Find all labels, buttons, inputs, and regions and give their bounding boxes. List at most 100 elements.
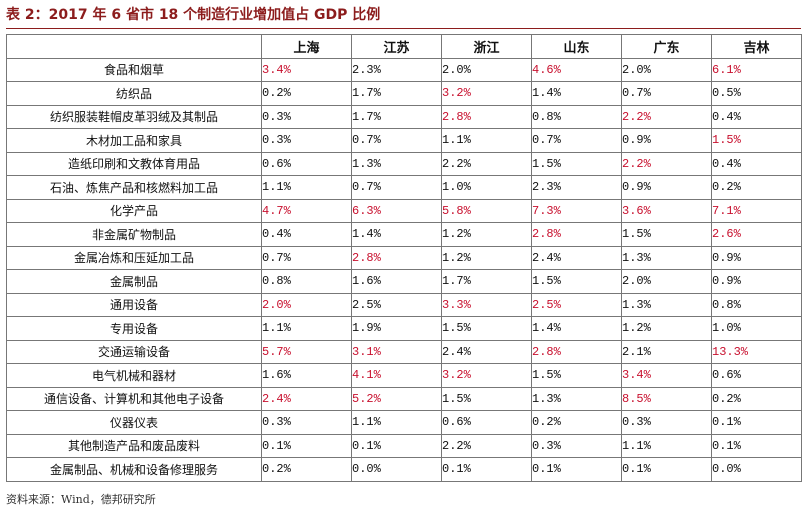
- value-cell: 1.7%: [441, 269, 532, 294]
- row-category: 造纸印刷和文教体育用品: [6, 151, 262, 176]
- value-cell: 0.7%: [261, 245, 352, 270]
- table-row: 仪器仪表 0.3% 1.1% 0.6% 0.2% 0.3% 0.1%: [6, 410, 802, 435]
- value-cell: 2.8%: [441, 104, 532, 129]
- value-cell: 2.2%: [621, 104, 712, 129]
- value-cell: 1.1%: [261, 175, 352, 200]
- value-cell: 5.2%: [351, 386, 442, 411]
- value-cell: 2.8%: [531, 222, 622, 247]
- value-cell: 1.3%: [621, 292, 712, 317]
- value-cell: 0.3%: [261, 104, 352, 129]
- value-cell: 1.4%: [351, 222, 442, 247]
- row-category: 木材加工品和家具: [6, 128, 262, 153]
- value-cell: 2.3%: [351, 57, 442, 82]
- table-body: 食品和烟草 3.4% 2.3% 2.0% 4.6% 2.0% 6.1% 纺织品 0.2% 1.7%…: [6, 57, 802, 482]
- value-cell: 3.1%: [351, 339, 442, 364]
- value-cell: 0.5%: [711, 81, 802, 106]
- value-cell: 2.5%: [531, 292, 622, 317]
- value-cell: 2.4%: [441, 339, 532, 364]
- row-category: 其他制造产品和废品废料: [6, 433, 262, 458]
- value-cell: 1.5%: [621, 222, 712, 247]
- value-cell: 7.1%: [711, 198, 802, 223]
- row-category: 纺织品: [6, 81, 262, 106]
- value-cell: 1.1%: [261, 316, 352, 341]
- column-header: 吉林: [711, 34, 802, 59]
- value-cell: 0.2%: [261, 81, 352, 106]
- value-cell: 2.4%: [531, 245, 622, 270]
- value-cell: 6.1%: [711, 57, 802, 82]
- value-cell: 4.6%: [531, 57, 622, 82]
- value-cell: 0.8%: [531, 104, 622, 129]
- value-cell: 1.3%: [621, 245, 712, 270]
- column-header: 浙江: [441, 34, 532, 59]
- table-row: 造纸印刷和文教体育用品 0.6% 1.3% 2.2% 1.5% 2.2% 0.4%: [6, 151, 802, 176]
- column-header: 江苏: [351, 34, 442, 59]
- row-category: 电气机械和器材: [6, 363, 262, 388]
- value-cell: 1.0%: [711, 316, 802, 341]
- row-category: 金属制品、机械和设备修理服务: [6, 457, 262, 482]
- value-cell: 0.8%: [261, 269, 352, 294]
- value-cell: 0.4%: [711, 151, 802, 176]
- value-cell: 4.1%: [351, 363, 442, 388]
- table-row: 电气机械和器材 1.6% 4.1% 3.2% 1.5% 3.4% 0.6%: [6, 363, 802, 388]
- value-cell: 1.5%: [441, 386, 532, 411]
- value-cell: 1.3%: [531, 386, 622, 411]
- value-cell: 1.6%: [351, 269, 442, 294]
- value-cell: 1.2%: [441, 245, 532, 270]
- value-cell: 2.8%: [531, 339, 622, 364]
- value-cell: 4.7%: [261, 198, 352, 223]
- value-cell: 0.3%: [621, 410, 712, 435]
- value-cell: 0.9%: [621, 128, 712, 153]
- title-divider: [6, 28, 801, 29]
- value-cell: 0.1%: [711, 433, 802, 458]
- value-cell: 1.3%: [351, 151, 442, 176]
- value-cell: 1.7%: [351, 81, 442, 106]
- value-cell: 0.1%: [621, 457, 712, 482]
- row-category: 仪器仪表: [6, 410, 262, 435]
- value-cell: 2.4%: [261, 386, 352, 411]
- value-cell: 0.7%: [351, 175, 442, 200]
- value-cell: 1.1%: [351, 410, 442, 435]
- row-category: 纺织服装鞋帽皮革羽绒及其制品: [6, 104, 262, 129]
- row-category: 非金属矿物制品: [6, 222, 262, 247]
- value-cell: 2.2%: [441, 433, 532, 458]
- row-category: 专用设备: [6, 316, 262, 341]
- value-cell: 0.6%: [711, 363, 802, 388]
- value-cell: 0.1%: [441, 457, 532, 482]
- column-header: 广东: [621, 34, 712, 59]
- value-cell: 2.0%: [261, 292, 352, 317]
- value-cell: 2.3%: [531, 175, 622, 200]
- value-cell: 1.2%: [621, 316, 712, 341]
- value-cell: 0.3%: [261, 128, 352, 153]
- value-cell: 2.5%: [351, 292, 442, 317]
- value-cell: 1.6%: [261, 363, 352, 388]
- table-row: 非金属矿物制品 0.4% 1.4% 1.2% 2.8% 1.5% 2.6%: [6, 222, 802, 247]
- value-cell: 2.0%: [441, 57, 532, 82]
- table-row: 木材加工品和家具 0.3% 0.7% 1.1% 0.7% 0.9% 1.5%: [6, 128, 802, 153]
- header-row: 上海 江苏 浙江 山东 广东 吉林: [6, 34, 802, 59]
- value-cell: 0.7%: [351, 128, 442, 153]
- value-cell: 2.2%: [621, 151, 712, 176]
- table-row: 纺织品 0.2% 1.7% 3.2% 1.4% 0.7% 0.5%: [6, 81, 802, 106]
- value-cell: 0.9%: [621, 175, 712, 200]
- value-cell: 1.7%: [351, 104, 442, 129]
- value-cell: 3.4%: [621, 363, 712, 388]
- value-cell: 3.6%: [621, 198, 712, 223]
- table-row: 食品和烟草 3.4% 2.3% 2.0% 4.6% 2.0% 6.1%: [6, 57, 802, 82]
- value-cell: 3.3%: [441, 292, 532, 317]
- value-cell: 0.1%: [261, 433, 352, 458]
- value-cell: 0.4%: [711, 104, 802, 129]
- table-row: 专用设备 1.1% 1.9% 1.5% 1.4% 1.2% 1.0%: [6, 316, 802, 341]
- row-category: 金属冶炼和压延加工品: [6, 245, 262, 270]
- value-cell: 0.6%: [441, 410, 532, 435]
- value-cell: 5.8%: [441, 198, 532, 223]
- value-cell: 0.3%: [261, 410, 352, 435]
- value-cell: 0.7%: [531, 128, 622, 153]
- value-cell: 0.1%: [531, 457, 622, 482]
- source-note: 资料来源：Wind，德邦研究所: [6, 493, 156, 506]
- row-category: 化学产品: [6, 198, 262, 223]
- value-cell: 13.3%: [711, 339, 802, 364]
- value-cell: 0.0%: [711, 457, 802, 482]
- value-cell: 0.4%: [261, 222, 352, 247]
- gdp-share-table: 上海 江苏 浙江 山东 广东 吉林 食品和烟草 3.4% 2.3% 2.0% 4.6% 2…: [6, 34, 802, 482]
- value-cell: 1.5%: [711, 128, 802, 153]
